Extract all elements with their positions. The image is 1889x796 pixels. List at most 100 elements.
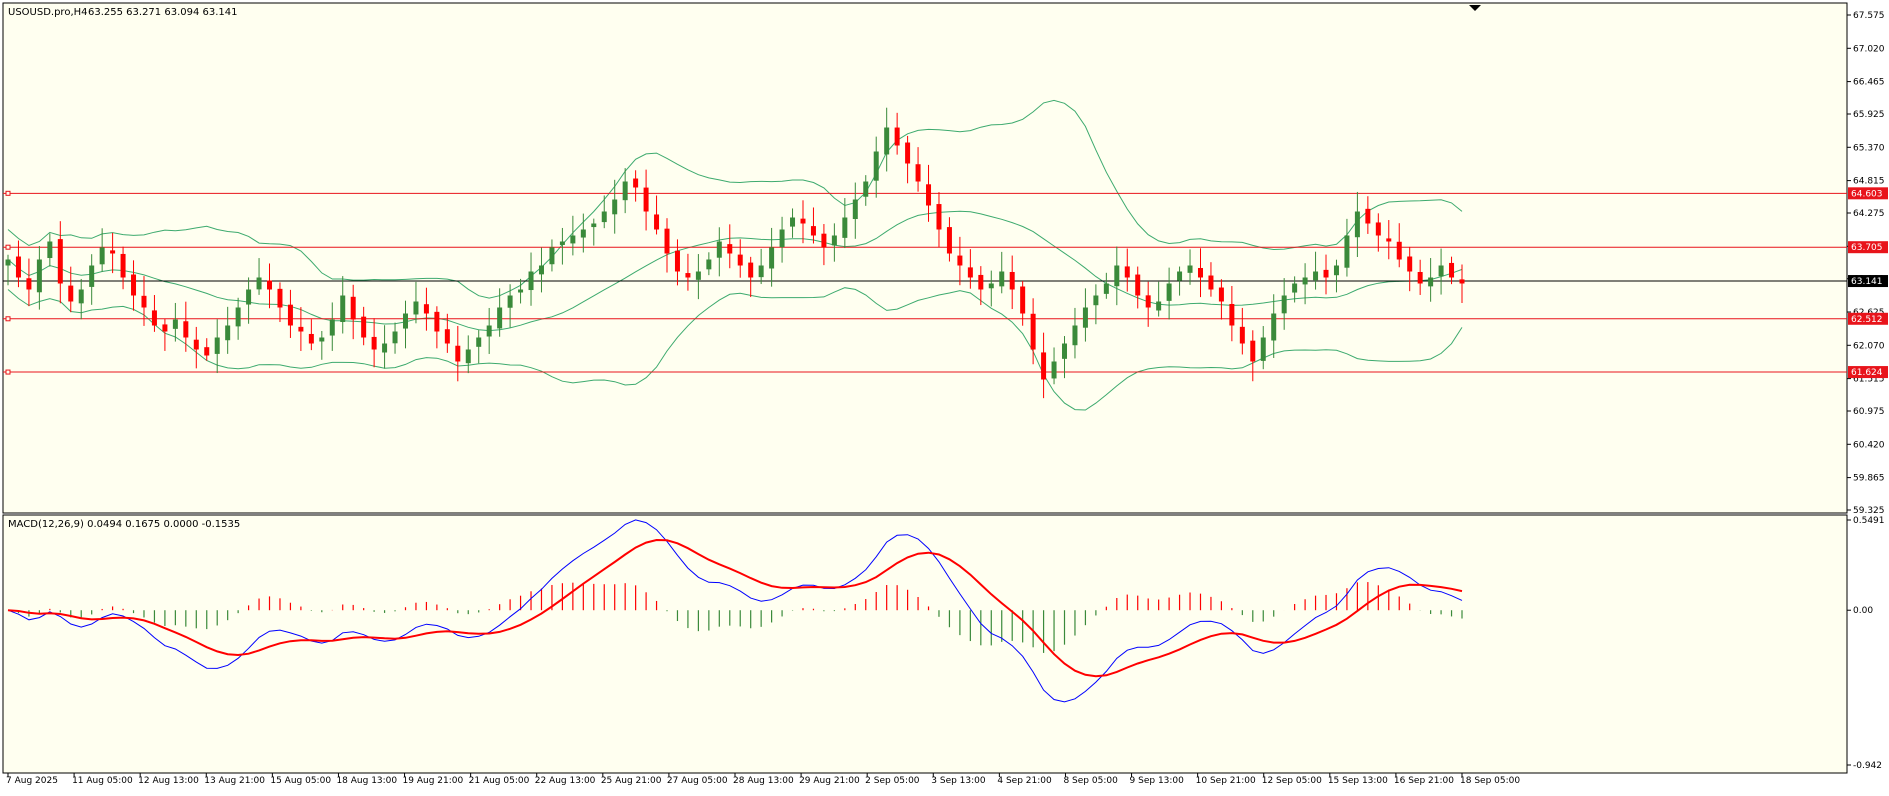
macd-tick-label: 0.5491: [1853, 516, 1885, 526]
candle: [382, 325, 388, 369]
candle-body: [277, 288, 283, 308]
price-tick-label: 60.975: [1853, 407, 1885, 417]
candle-body: [319, 337, 325, 342]
candle-body: [884, 127, 890, 155]
candle-body: [1103, 283, 1109, 294]
macd-pane[interactable]: [2, 514, 1848, 774]
candle: [988, 270, 994, 307]
candle: [748, 256, 754, 298]
candle-body: [988, 283, 994, 289]
candle-body: [1093, 295, 1099, 306]
candle: [1156, 281, 1162, 317]
candle-body: [1323, 269, 1329, 278]
candle-body: [1386, 238, 1392, 242]
candle: [1062, 336, 1068, 379]
time-tick-label: 2 Sep 05:00: [865, 776, 920, 786]
shift-marker-icon[interactable]: [1469, 5, 1481, 11]
candle-body: [1145, 295, 1151, 308]
candle-body: [1082, 307, 1088, 328]
candle-body: [737, 254, 743, 266]
candle: [852, 182, 858, 239]
candle: [507, 284, 513, 328]
chart-ohlc-label: 63.255 63.271 63.094 63.141: [88, 7, 238, 18]
candle-body: [685, 273, 691, 278]
candle-body: [748, 262, 754, 278]
candle: [89, 254, 95, 305]
time-tick-label: 21 Aug 05:00: [469, 776, 530, 786]
candle-body: [434, 311, 440, 332]
candle-body: [1020, 286, 1026, 314]
candle-body: [612, 199, 618, 215]
candle-body: [1177, 271, 1183, 281]
candle-body: [1396, 241, 1402, 260]
price-axis: 67.575 67.020 66.465 65.925 65.370 64.815 64.2…: [1847, 11, 1885, 516]
candle: [26, 258, 32, 307]
candle-body: [1239, 326, 1245, 344]
candle-body: [26, 278, 32, 290]
level-price-label: 62.512: [1851, 315, 1883, 325]
level-handle-icon[interactable]: [5, 369, 11, 375]
candle: [1292, 276, 1298, 303]
candle: [695, 254, 701, 300]
candle-body: [591, 223, 597, 228]
level-price-tag: [1848, 312, 1888, 325]
candle: [518, 278, 524, 304]
candle: [5, 254, 11, 286]
candle: [193, 326, 199, 369]
current-price-tag: [1848, 275, 1888, 288]
macd-indicator: [7, 519, 1463, 703]
candle-body: [800, 218, 806, 224]
horizontal-levels[interactable]: 64.603 63.705 62.512 61.624 63.141: [3, 187, 1888, 379]
candle: [1218, 279, 1224, 320]
level-handle-icon[interactable]: [5, 244, 11, 250]
candle: [57, 221, 63, 304]
candle: [1009, 255, 1015, 310]
candle: [1375, 213, 1381, 252]
candle-body: [1344, 235, 1350, 268]
candle: [15, 240, 21, 288]
candle-body: [267, 280, 273, 290]
candle-body: [1281, 295, 1287, 314]
candle-body: [455, 345, 461, 362]
candle: [1082, 288, 1088, 342]
candle-body: [1313, 271, 1319, 281]
candle: [790, 208, 796, 238]
candle: [894, 112, 900, 155]
candle-body: [695, 271, 701, 280]
candle: [277, 282, 283, 323]
candle-body: [1114, 265, 1120, 287]
candle-body: [1187, 265, 1193, 273]
candle: [1229, 285, 1235, 342]
candle: [1072, 307, 1078, 359]
price-pane[interactable]: [2, 2, 1848, 514]
candle: [926, 164, 932, 222]
time-tick-label: 9 Sep 13:00: [1130, 776, 1185, 786]
candle: [329, 302, 335, 351]
time-tick-label: 28 Aug 13:00: [733, 776, 794, 786]
level-price-label: 64.603: [1851, 189, 1883, 199]
macd-signal-line: [7, 538, 1463, 678]
price-tick-label: 65.370: [1853, 143, 1885, 153]
candle: [1177, 266, 1183, 296]
candle: [559, 227, 565, 265]
candle-body: [706, 259, 712, 270]
macd-axis: 0.5491 0.00 -0.942: [1847, 516, 1885, 771]
level-price-tag: [1848, 366, 1888, 379]
candle-body: [1135, 274, 1141, 296]
candle: [706, 252, 712, 276]
candle-body: [654, 214, 660, 230]
candle-body: [926, 184, 932, 206]
level-handle-icon[interactable]: [5, 190, 11, 196]
candle-body: [528, 271, 534, 291]
candle-body: [423, 304, 429, 314]
candle-body: [131, 274, 137, 296]
current-price-label: 63.141: [1851, 277, 1883, 287]
time-tick-label: 10 Sep 21:00: [1196, 776, 1256, 786]
time-tick-label: 8 Sep 05:00: [1063, 776, 1118, 786]
candle-body: [361, 316, 367, 338]
level-handle-icon[interactable]: [5, 316, 11, 322]
candle: [78, 278, 84, 320]
candle: [528, 252, 534, 306]
candle-body: [936, 204, 942, 230]
